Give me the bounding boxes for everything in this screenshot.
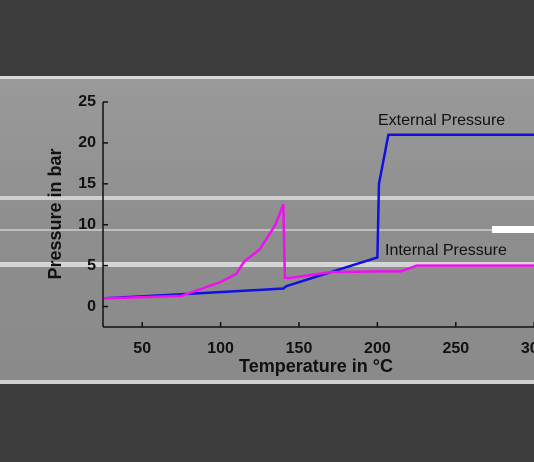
- stripe: [0, 380, 534, 384]
- y-tick-label: 5: [87, 257, 96, 274]
- x-tick-label: 250: [442, 340, 469, 357]
- series-label: Internal Pressure: [385, 242, 507, 259]
- y-tick-label: 10: [78, 216, 96, 233]
- stripe: [0, 229, 534, 231]
- x-tick-label: 300: [521, 340, 534, 357]
- stripe: [0, 262, 534, 267]
- x-tick-label: 150: [286, 340, 313, 357]
- stripe: [0, 196, 534, 200]
- x-tick-label: 200: [364, 340, 391, 357]
- y-tick-label: 15: [78, 175, 96, 192]
- x-axis-label: Temperature in °C: [239, 356, 393, 376]
- white-bar: [492, 226, 534, 233]
- y-tick-label: 20: [78, 134, 96, 151]
- y-tick-label: 25: [78, 93, 96, 110]
- plot-area: [103, 133, 534, 300]
- y-axis-label: Pressure in bar: [45, 148, 65, 279]
- x-tick-label: 50: [133, 340, 151, 357]
- y-tick-label: 0: [87, 298, 96, 315]
- stripe: [0, 76, 534, 79]
- x-tick-label: 100: [207, 340, 234, 357]
- series-line: [103, 203, 534, 300]
- series-label: External Pressure: [378, 112, 505, 129]
